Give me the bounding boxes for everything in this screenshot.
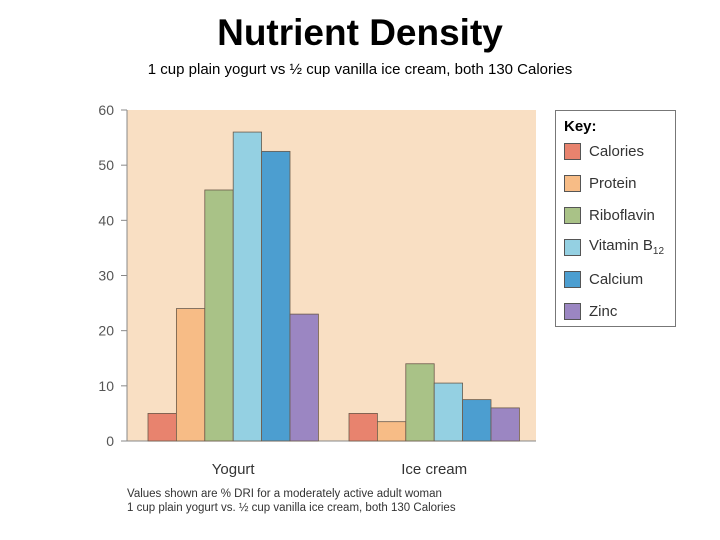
x-tick-label: Ice cream [401, 461, 467, 478]
legend-label-vitamin-b: Vitamin B [589, 237, 653, 254]
bar-yogurt-riboflavin [204, 189, 234, 442]
y-tick-label: 60 [98, 102, 114, 118]
legend-swatch-riboflavin [564, 206, 581, 224]
legend-label-calcium: Calcium [589, 270, 644, 288]
footnote-line-2: 1 cup plain yogurt vs. ½ cup vanilla ice… [127, 502, 456, 514]
y-tick-label: 40 [98, 212, 114, 228]
legend-title: Key: [564, 118, 597, 135]
legend: Key: Calories Protein Riboflavin Vitamin… [555, 110, 676, 327]
bar-yogurt-protein [175, 308, 206, 442]
legend-label-riboflavin: Riboflavin [589, 206, 655, 224]
bar-yogurt-vitamin-b12 [232, 131, 262, 442]
legend-item-riboflavin: Riboflavin [564, 205, 655, 225]
legend-label-protein: Protein [589, 174, 637, 192]
legend-item-protein: Protein [564, 173, 637, 193]
legend-label-vitamin-b-subscript: 12 [652, 246, 665, 257]
bar-ice-cream-calcium [462, 399, 492, 442]
bar-ice-cream-vitamin-b12 [433, 382, 464, 442]
bar-yogurt-calcium [261, 150, 291, 442]
legend-label-zinc: Zinc [589, 302, 618, 320]
x-tick-label: Yogurt [212, 461, 256, 478]
bar-yogurt-zinc [289, 313, 319, 442]
y-tick-label: 30 [98, 268, 114, 284]
bar-ice-cream-protein [376, 421, 407, 442]
y-tick-label: 10 [98, 378, 114, 394]
bar-ice-cream-zinc [490, 407, 520, 442]
legend-swatch-vitamin-b12 [564, 238, 581, 256]
legend-swatch-calories [564, 142, 581, 160]
legend-swatch-calcium [564, 270, 581, 288]
legend-item-zinc: Zinc [564, 301, 617, 321]
legend-item-calories: Calories [564, 141, 644, 161]
footnote: Values shown are % DRI for a moderately … [127, 487, 456, 515]
bar-ice-cream-calories [348, 413, 378, 442]
legend-item-calcium: Calcium [564, 269, 643, 289]
y-tick-label: 50 [98, 157, 114, 173]
y-tick-label: 20 [98, 323, 114, 339]
footnote-line-1: Values shown are % DRI for a moderately … [127, 488, 442, 500]
legend-swatch-protein [564, 174, 581, 192]
legend-swatch-zinc [564, 302, 581, 320]
y-tick-label: 0 [106, 433, 114, 449]
legend-item-vitamin-b12: Vitamin B12 [564, 237, 664, 257]
legend-label-calories: Calories [589, 142, 645, 160]
legend-label-vitamin-b12: Vitamin B12 [589, 237, 664, 257]
chart-title: Nutrient Density [217, 12, 503, 53]
bar-ice-cream-riboflavin [405, 363, 435, 442]
bar-yogurt-calories [147, 413, 177, 442]
chart-subtitle: 1 cup plain yogurt vs ½ cup vanilla ice … [147, 61, 573, 78]
